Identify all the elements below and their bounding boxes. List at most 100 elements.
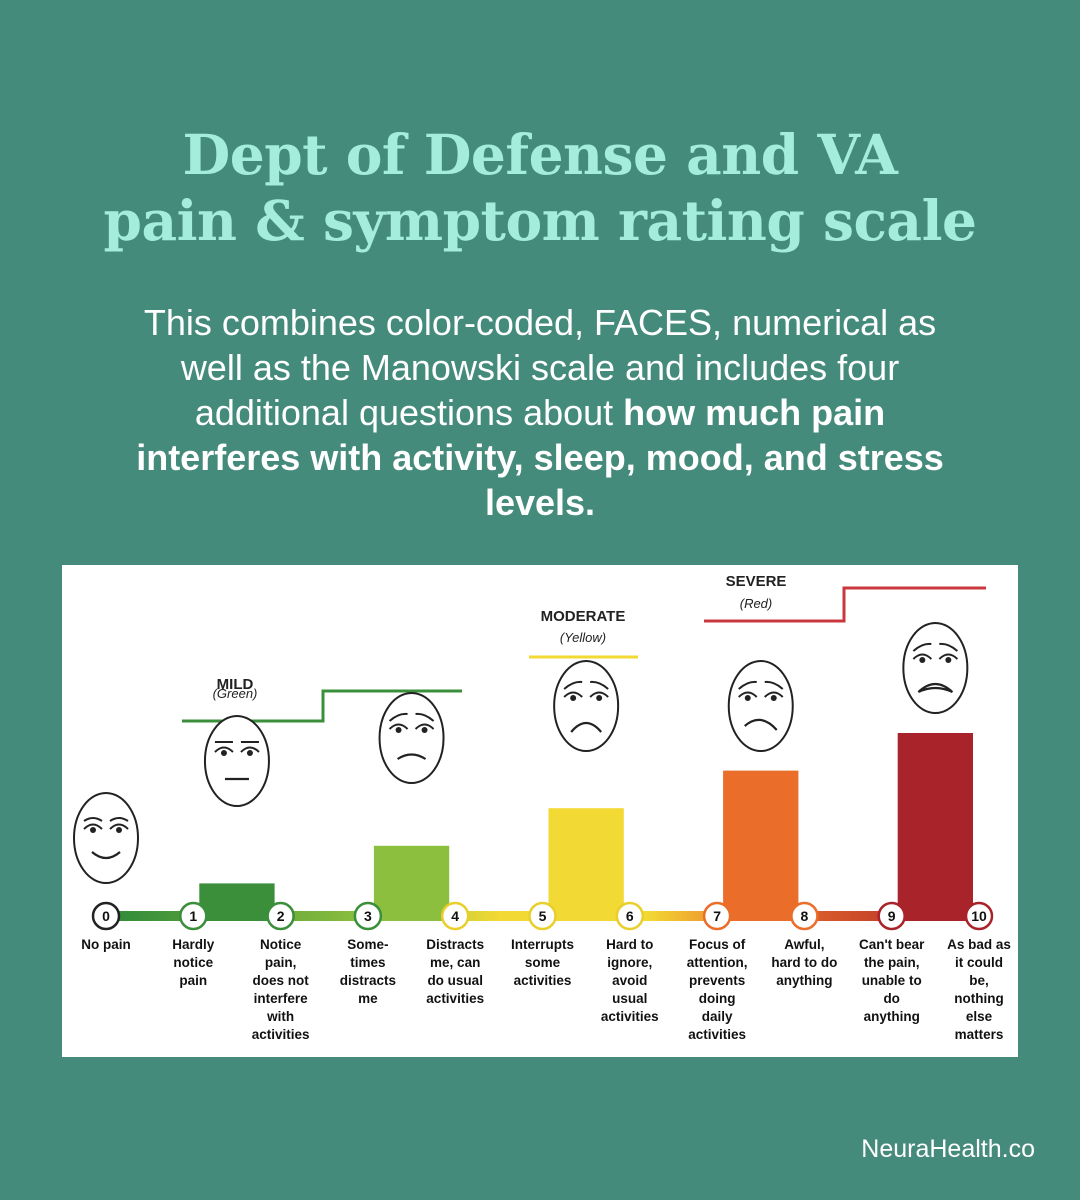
eye-lid <box>764 691 784 698</box>
score-label-8: Awful, hard to do anything <box>771 937 837 988</box>
score-number-0: 0 <box>102 908 110 924</box>
eye-pupil <box>395 727 402 733</box>
score-label-line: attention, <box>687 955 748 970</box>
pain-bar-1-2 <box>199 883 275 921</box>
eye-brow <box>590 680 609 690</box>
score-label-line: pain, <box>265 955 297 970</box>
eye-brow <box>415 712 435 722</box>
face-outline <box>902 622 969 714</box>
score-label-line: avoid <box>612 973 647 988</box>
score-label-line: me, can <box>430 955 480 970</box>
pain-bar-3-4 <box>373 845 450 921</box>
score-label-line: activities <box>601 1009 659 1024</box>
eye-pupil <box>421 727 428 733</box>
score-label-line: some <box>525 955 561 970</box>
score-label-3: Some-times distracts me <box>340 937 396 1006</box>
eye-brow <box>83 817 103 822</box>
score-number-8: 8 <box>801 908 809 924</box>
eye-lid <box>388 723 409 730</box>
face-outline <box>553 660 620 752</box>
face-frown-icon <box>553 660 620 752</box>
credit: NeuraHealth.co <box>861 1135 1035 1163</box>
eye-lid <box>83 823 103 830</box>
score-label-line: do usual <box>427 973 483 988</box>
subtitle: This combines color-coded, FACES, numeri… <box>120 300 960 525</box>
eye-pupil <box>116 827 122 833</box>
level-color-severe: (Red) <box>740 596 773 611</box>
score-label-line: Interrupts <box>511 937 574 952</box>
title-line-1: Dept of Defense and VA <box>182 122 898 187</box>
score-label-line: prevents <box>689 973 745 988</box>
score-circle-6 <box>615 901 645 931</box>
level-color-moderate: (Yellow) <box>560 630 606 645</box>
score-label-line: ignore, <box>607 955 652 970</box>
score-circle-5 <box>528 901 557 931</box>
level-label-mild: MILD <box>217 676 254 693</box>
face-mouth <box>396 753 427 760</box>
face-neutral-icon <box>203 715 270 807</box>
score-circle-3 <box>353 901 383 931</box>
score-label-line: me <box>358 991 378 1006</box>
score-label-line: matters <box>955 1027 1004 1042</box>
score-label-line: distracts <box>340 973 396 988</box>
score-number-5: 5 <box>539 908 547 924</box>
pain-bar-7-8 <box>723 770 799 921</box>
score-label-line: notice <box>173 955 213 970</box>
face-outline <box>378 692 445 784</box>
score-number-10: 10 <box>971 908 987 924</box>
pain-bar-5-6 <box>548 808 624 921</box>
score-number-4: 4 <box>451 908 459 924</box>
score-circle-10 <box>964 901 994 931</box>
score-label-line: it could <box>955 955 1003 970</box>
eye-lid <box>938 653 959 660</box>
face-outline <box>203 715 270 807</box>
score-label-line: As bad as <box>947 937 1011 952</box>
eye-pupil <box>220 750 227 756</box>
level-color-mild: (Green) <box>213 686 258 701</box>
score-label-line: daily <box>702 1009 733 1024</box>
eye-brow <box>912 642 932 652</box>
face-outline <box>727 660 794 752</box>
title-line-2: pain & symptom rating scale <box>103 188 977 253</box>
score-label-line: unable to <box>862 973 922 988</box>
score-label-line: activities <box>514 973 572 988</box>
score-label-line: activities <box>426 991 484 1006</box>
eye-pupil <box>246 750 253 756</box>
score-label-line: hard to do <box>771 955 837 970</box>
pain-scale-panel: MILD (Green) MODERATE (Yellow) SEVERE (Red) 0 N… <box>62 565 1018 1057</box>
score-label-6: Hard to ignore, avoid usual activities <box>601 937 659 1024</box>
score-label-line: anything <box>864 1009 920 1024</box>
level-label-severe: SEVERE <box>726 573 787 590</box>
eye-pupil <box>919 657 926 663</box>
eye-pupil <box>744 695 751 701</box>
score-label-line: doing <box>699 991 736 1006</box>
subtitle-plain: This combines color-coded, FACES, numeri… <box>143 302 937 433</box>
score-number-1: 1 <box>189 908 197 924</box>
score-circle-9 <box>877 901 906 931</box>
score-label-line: anything <box>776 973 832 988</box>
page-title: Dept of Defense and VA pain & symptom ra… <box>0 122 1080 254</box>
eye-pupil <box>90 827 96 833</box>
score-label-line: does not <box>252 973 309 988</box>
face-mouth <box>91 851 121 860</box>
score-number-3: 3 <box>364 908 372 924</box>
score-label-line: usual <box>612 991 647 1006</box>
score-label-0: No pain <box>81 937 131 952</box>
score-label-5: Interrupts some activities <box>511 937 574 988</box>
eye-pupil <box>596 695 603 701</box>
score-label-line: do <box>883 991 900 1006</box>
score-label-line: be, <box>969 973 989 988</box>
level-label-moderate: MODERATE <box>541 608 626 625</box>
score-label-line: Can't bear <box>859 937 925 952</box>
eye-lid <box>109 823 129 830</box>
score-number-6: 6 <box>626 908 634 924</box>
eye-lid <box>414 723 435 730</box>
eye-brow <box>738 680 757 690</box>
score-label-10: As bad as it could be, nothing else matters <box>947 937 1011 1042</box>
eye-brow <box>388 712 408 722</box>
face-mouth <box>917 682 954 694</box>
score-label-9: Can't bear the pain, unable to do anything <box>859 937 925 1024</box>
eye-pupil <box>945 657 952 663</box>
eye-brow <box>563 680 583 690</box>
eye-brow <box>764 680 784 690</box>
